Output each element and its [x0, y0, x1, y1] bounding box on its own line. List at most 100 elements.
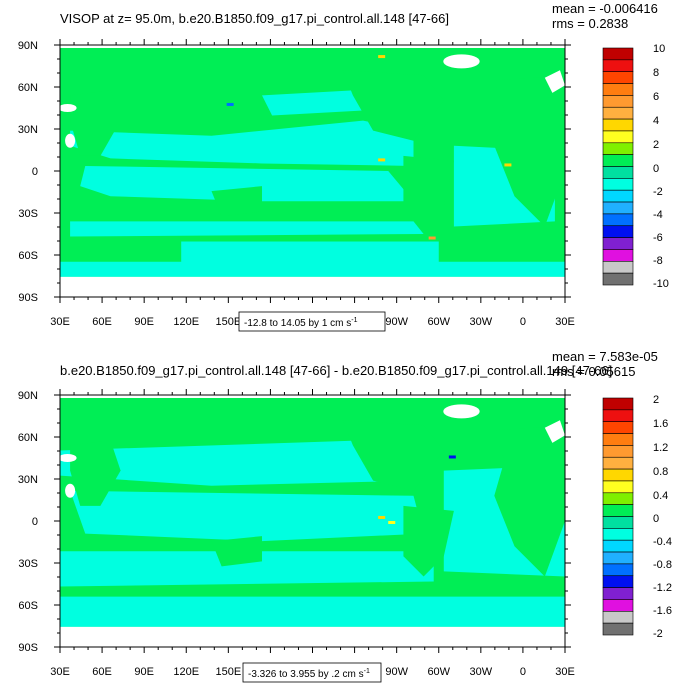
colorbar-label: -0.4 — [653, 536, 672, 548]
negative-region — [60, 596, 565, 627]
y-tick-label: 60N — [18, 82, 38, 94]
greenland-blank — [443, 404, 480, 419]
x-tick-label: 90W — [385, 316, 408, 328]
plot-title: VISOP at z= 95.0m, b.e20.B1850.f09_g17.p… — [60, 11, 449, 26]
x-tick-label: 30W — [470, 316, 493, 328]
contour-range-label: -12.8 to 14.05 by 1 cm s-1 — [244, 317, 358, 329]
x-tick-label: 30E — [555, 316, 575, 328]
x-tick-label: 0 — [520, 316, 526, 328]
y-tick-label: 90N — [18, 390, 38, 402]
colorbar-label: 0.8 — [653, 466, 668, 478]
y-tick-label: 90S — [18, 292, 38, 304]
island-blank — [65, 483, 76, 498]
mean-stat: mean = -0.006416 — [552, 1, 658, 16]
y-tick-label: 30N — [18, 124, 38, 136]
anomaly-spot — [428, 236, 436, 240]
rms-stat: rms = 0.2838 — [552, 16, 628, 31]
y-tick-label: 60N — [18, 432, 38, 444]
missing-data-area — [60, 276, 565, 297]
colorbar-swatch — [602, 480, 634, 494]
contour-range-text: -12.8 to 14.05 by 1 cm s — [244, 318, 351, 329]
colorbar-swatch — [602, 622, 634, 636]
x-tick-label: 60E — [92, 316, 112, 328]
contour-range-label: -3.326 to 3.955 by .2 cm s-1 — [248, 668, 370, 680]
colorbar-swatch — [602, 106, 634, 120]
rms-stat: rms = 0.05615 — [552, 364, 635, 379]
colorbar-swatch — [602, 118, 634, 132]
y-tick-label: 90S — [18, 642, 38, 654]
colorbar-swatch — [602, 178, 634, 191]
y-tick-label: 60S — [18, 250, 38, 262]
missing-data-area — [60, 45, 565, 48]
colorbar-label: 2 — [653, 139, 659, 151]
land-region — [342, 420, 444, 491]
colorbar-swatch — [602, 260, 634, 274]
land-region — [211, 536, 262, 567]
contour-range-text: -3.326 to 3.955 by .2 cm s — [248, 669, 364, 680]
colorbar-swatch — [602, 433, 634, 446]
x-tick-label: 60E — [92, 666, 112, 678]
colorbar-label: 2 — [653, 394, 659, 406]
colorbar-swatch — [602, 225, 634, 238]
x-tick-label: 150E — [215, 316, 241, 328]
x-tick-label: 30E — [50, 316, 70, 328]
land-region — [342, 70, 444, 141]
x-tick-label: 60W — [427, 666, 450, 678]
y-tick-label: 0 — [32, 166, 38, 178]
colorbar-label: -1.6 — [653, 605, 672, 617]
colorbar-swatch — [602, 142, 634, 155]
island-blank — [58, 454, 77, 462]
x-tick-label: 90E — [134, 666, 154, 678]
colorbar-swatch — [602, 610, 634, 624]
contour-range-box — [242, 662, 382, 683]
colorbar-swatch — [602, 587, 634, 600]
y-tick-label: 90N — [18, 40, 38, 52]
island-blank — [544, 420, 565, 443]
anomaly-spot — [226, 102, 234, 106]
colorbar-swatch — [602, 249, 634, 262]
x-tick-label: 30E — [50, 666, 70, 678]
colorbar-label: -1.2 — [653, 582, 672, 594]
colorbar-swatch — [602, 47, 634, 61]
negative-region — [80, 165, 414, 202]
y-tick-label: 60S — [18, 600, 38, 612]
colorbar-label: 0 — [653, 513, 659, 525]
x-tick-label: 150E — [215, 666, 241, 678]
colorbar-label: 0.4 — [653, 490, 668, 502]
panel-1: 30E60E90E120E150E180150W120W90W60W30W030… — [18, 1, 669, 332]
negative-region — [60, 261, 565, 277]
anomaly-spot — [378, 158, 386, 162]
colorbar-label: -0.8 — [653, 559, 672, 571]
colorbar-swatch — [602, 59, 634, 72]
colorbar-swatch — [602, 409, 634, 423]
colorbar-swatch — [602, 563, 634, 577]
colorbar-swatch — [602, 83, 634, 96]
colorbar-swatch — [602, 130, 634, 144]
colorbar-swatch — [602, 237, 634, 250]
y-tick-label: 30N — [18, 474, 38, 486]
colorbar-label: 8 — [653, 67, 659, 79]
x-tick-label: 90W — [385, 666, 408, 678]
negative-region — [70, 490, 424, 542]
colorbar-label: 10 — [653, 43, 665, 55]
x-tick-label: 90E — [134, 316, 154, 328]
colorbar-swatch — [602, 154, 634, 167]
colorbar-swatch — [602, 539, 634, 553]
land-region — [403, 155, 454, 227]
negative-region — [60, 440, 424, 486]
colorbar-label: 1.2 — [653, 442, 668, 454]
island-blank — [65, 133, 76, 148]
colorbar-label: -10 — [653, 278, 669, 290]
y-tick-label: 0 — [32, 516, 38, 528]
negative-region — [70, 221, 424, 237]
colorbar-label: 4 — [653, 115, 659, 127]
anomaly-spot — [378, 515, 386, 519]
colorbar-swatch — [602, 189, 634, 203]
colorbar-swatch — [602, 492, 634, 505]
colorbar-swatch — [602, 504, 634, 517]
colorbar-swatch — [602, 575, 634, 588]
colorbar-swatch — [602, 551, 634, 565]
negative-region — [70, 120, 414, 166]
colorbar-label: -6 — [653, 232, 663, 244]
